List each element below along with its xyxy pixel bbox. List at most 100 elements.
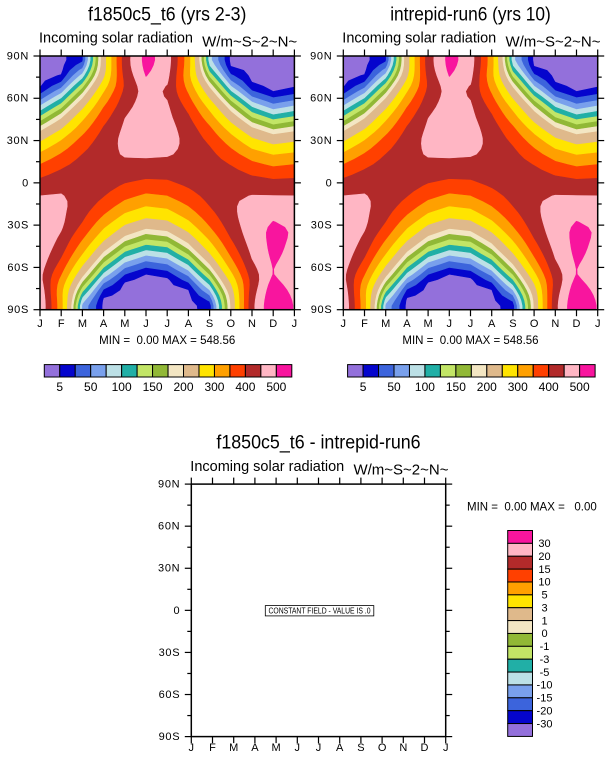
svg-text:A: A [185, 318, 193, 330]
svg-text:150: 150 [143, 380, 163, 394]
svg-text:F: F [58, 318, 65, 330]
svg-text:30N: 30N [158, 563, 180, 575]
svg-text:Incoming solar radiation: Incoming solar radiation [342, 31, 496, 47]
svg-text:90N: 90N [310, 50, 332, 62]
svg-text:30N: 30N [7, 135, 29, 147]
svg-text:f1850c5_t6 (yrs 2-3): f1850c5_t6 (yrs 2-3) [88, 5, 246, 26]
svg-text:50: 50 [84, 380, 98, 394]
svg-text:M: M [120, 318, 129, 330]
svg-text:5: 5 [541, 590, 547, 602]
svg-text:60S: 60S [7, 262, 29, 274]
svg-text:J: J [468, 318, 474, 330]
svg-text:MIN = 0.00 MAX = 548.56: MIN = 0.00 MAX = 548.56 [99, 335, 235, 347]
svg-text:10: 10 [538, 577, 550, 589]
svg-text:30S: 30S [311, 220, 333, 232]
svg-text:M: M [78, 318, 87, 330]
svg-text:J: J [316, 742, 322, 754]
svg-text:F: F [209, 742, 216, 754]
svg-text:-10: -10 [537, 680, 553, 692]
svg-text:O: O [378, 742, 387, 754]
svg-text:A: A [488, 318, 496, 330]
svg-text:F: F [361, 318, 368, 330]
svg-text:M: M [424, 318, 433, 330]
svg-text:D: D [421, 742, 429, 754]
svg-text:N: N [399, 742, 407, 754]
svg-text:30S: 30S [159, 647, 181, 659]
svg-text:0: 0 [326, 177, 333, 189]
svg-text:90S: 90S [159, 731, 181, 743]
svg-text:200: 200 [174, 380, 194, 394]
svg-text:20: 20 [538, 551, 550, 563]
svg-text:N: N [248, 318, 256, 330]
svg-text:S: S [509, 318, 516, 330]
svg-text:MIN = 0.00 MAX = 548.56: MIN = 0.00 MAX = 548.56 [402, 335, 538, 347]
svg-text:-15: -15 [537, 693, 553, 705]
svg-text:intrepid-run6 (yrs 10): intrepid-run6 (yrs 10) [390, 5, 551, 26]
svg-text:50: 50 [387, 380, 401, 394]
svg-text:J: J [443, 742, 449, 754]
svg-text:Incoming solar radiation: Incoming solar radiation [39, 31, 193, 47]
svg-text:90S: 90S [7, 304, 29, 316]
svg-text:5: 5 [360, 380, 367, 394]
svg-text:60N: 60N [158, 521, 180, 533]
svg-text:A: A [336, 742, 344, 754]
svg-text:-3: -3 [540, 654, 550, 666]
svg-text:J: J [292, 318, 298, 330]
svg-text:500: 500 [570, 380, 590, 394]
svg-text:J: J [189, 742, 195, 754]
svg-text:300: 300 [204, 380, 224, 394]
svg-text:MIN = 0.00 MAX = 0.00: MIN = 0.00 MAX = 0.00 [467, 502, 597, 514]
svg-text:O: O [530, 318, 539, 330]
svg-text:CONSTANT FIELD - VALUE IS .0: CONSTANT FIELD - VALUE IS .0 [269, 607, 371, 616]
svg-text:W/m~S~2~N~: W/m~S~2~N~ [505, 34, 600, 51]
svg-text:J: J [595, 318, 601, 330]
svg-text:J: J [164, 318, 170, 330]
svg-text:150: 150 [446, 380, 466, 394]
svg-text:0: 0 [173, 605, 180, 617]
svg-text:60N: 60N [310, 93, 332, 105]
svg-text:J: J [37, 318, 43, 330]
svg-text:W/m~S~2~N~: W/m~S~2~N~ [202, 34, 297, 51]
svg-text:J: J [295, 742, 301, 754]
svg-text:60N: 60N [7, 93, 29, 105]
svg-text:O: O [227, 318, 236, 330]
svg-text:D: D [573, 318, 581, 330]
svg-text:A: A [251, 742, 259, 754]
svg-text:400: 400 [235, 380, 255, 394]
svg-text:90N: 90N [158, 479, 180, 491]
svg-text:f1850c5_t6 - intrepid-run6: f1850c5_t6 - intrepid-run6 [216, 433, 420, 454]
svg-text:3: 3 [541, 602, 547, 614]
svg-text:S: S [206, 318, 213, 330]
svg-text:200: 200 [477, 380, 497, 394]
svg-text:30S: 30S [7, 220, 29, 232]
svg-text:M: M [272, 742, 281, 754]
svg-text:J: J [341, 318, 347, 330]
svg-text:A: A [403, 318, 411, 330]
svg-text:0: 0 [22, 177, 29, 189]
svg-text:0: 0 [541, 628, 547, 640]
svg-text:A: A [100, 318, 108, 330]
svg-text:-20: -20 [537, 705, 553, 717]
svg-text:1: 1 [541, 615, 547, 627]
svg-text:Incoming solar radiation: Incoming solar radiation [190, 459, 344, 475]
svg-text:400: 400 [539, 380, 559, 394]
svg-text:M: M [229, 742, 238, 754]
svg-text:-30: -30 [537, 718, 553, 730]
svg-text:15: 15 [538, 564, 550, 576]
svg-text:60S: 60S [159, 689, 181, 701]
svg-text:100: 100 [415, 380, 435, 394]
svg-text:100: 100 [112, 380, 132, 394]
svg-text:W/m~S~2~N~: W/m~S~2~N~ [353, 462, 448, 479]
svg-text:5: 5 [56, 380, 63, 394]
svg-text:-1: -1 [540, 641, 550, 653]
svg-text:60S: 60S [311, 262, 333, 274]
svg-text:300: 300 [508, 380, 528, 394]
svg-text:M: M [381, 318, 390, 330]
svg-text:-5: -5 [540, 667, 550, 679]
svg-text:90S: 90S [311, 304, 333, 316]
svg-text:30: 30 [538, 538, 550, 550]
svg-text:N: N [551, 318, 559, 330]
svg-text:D: D [269, 318, 277, 330]
svg-text:J: J [143, 318, 149, 330]
svg-text:J: J [447, 318, 453, 330]
